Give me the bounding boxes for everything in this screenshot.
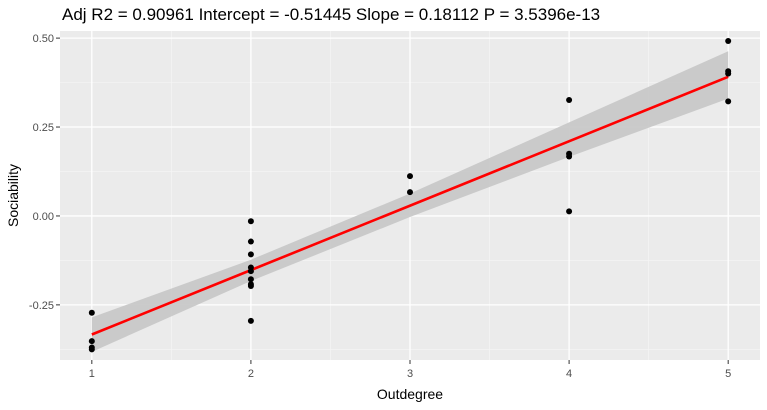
data-point-4 (247, 218, 254, 225)
y-tick-label-0: -0.25 (29, 300, 54, 312)
y-tick-label-2: 0.25 (33, 122, 54, 134)
x-tick-label-3: 4 (566, 368, 572, 380)
data-point-21 (725, 70, 732, 77)
data-point-14 (407, 189, 413, 196)
data-point-1 (88, 338, 95, 345)
x-tick-label-4: 5 (725, 368, 731, 380)
x-axis-ticks: 1 2 3 4 5 (89, 360, 731, 380)
chart-title: Adj R2 = 0.90961 Intercept = -0.51445 Sl… (62, 5, 600, 24)
data-point-0 (88, 309, 95, 316)
data-point-17 (566, 153, 573, 160)
y-axis-title: Sociability (5, 164, 21, 227)
y-axis-ticks: -0.25 0.00 0.25 0.50 (29, 33, 60, 312)
data-point-18 (566, 208, 573, 215)
data-point-11 (247, 283, 254, 290)
y-tick-label-3: 0.50 (33, 33, 54, 45)
data-point-12 (247, 317, 254, 324)
data-point-8 (247, 268, 254, 275)
data-point-19 (725, 37, 732, 44)
data-point-9 (247, 276, 254, 283)
x-axis-title: Outdegree (377, 386, 443, 402)
data-point-22 (725, 98, 732, 105)
data-point-5 (247, 238, 254, 245)
x-tick-label-1: 2 (248, 368, 254, 380)
x-tick-label-2: 3 (407, 368, 413, 380)
data-point-13 (407, 173, 413, 180)
data-point-3 (88, 346, 95, 353)
data-point-6 (247, 251, 254, 258)
x-tick-label-0: 1 (89, 368, 95, 380)
data-points (88, 37, 732, 353)
data-point-15 (566, 97, 573, 104)
y-tick-label-1: 0.00 (33, 211, 54, 223)
regression-line (91, 75, 729, 336)
